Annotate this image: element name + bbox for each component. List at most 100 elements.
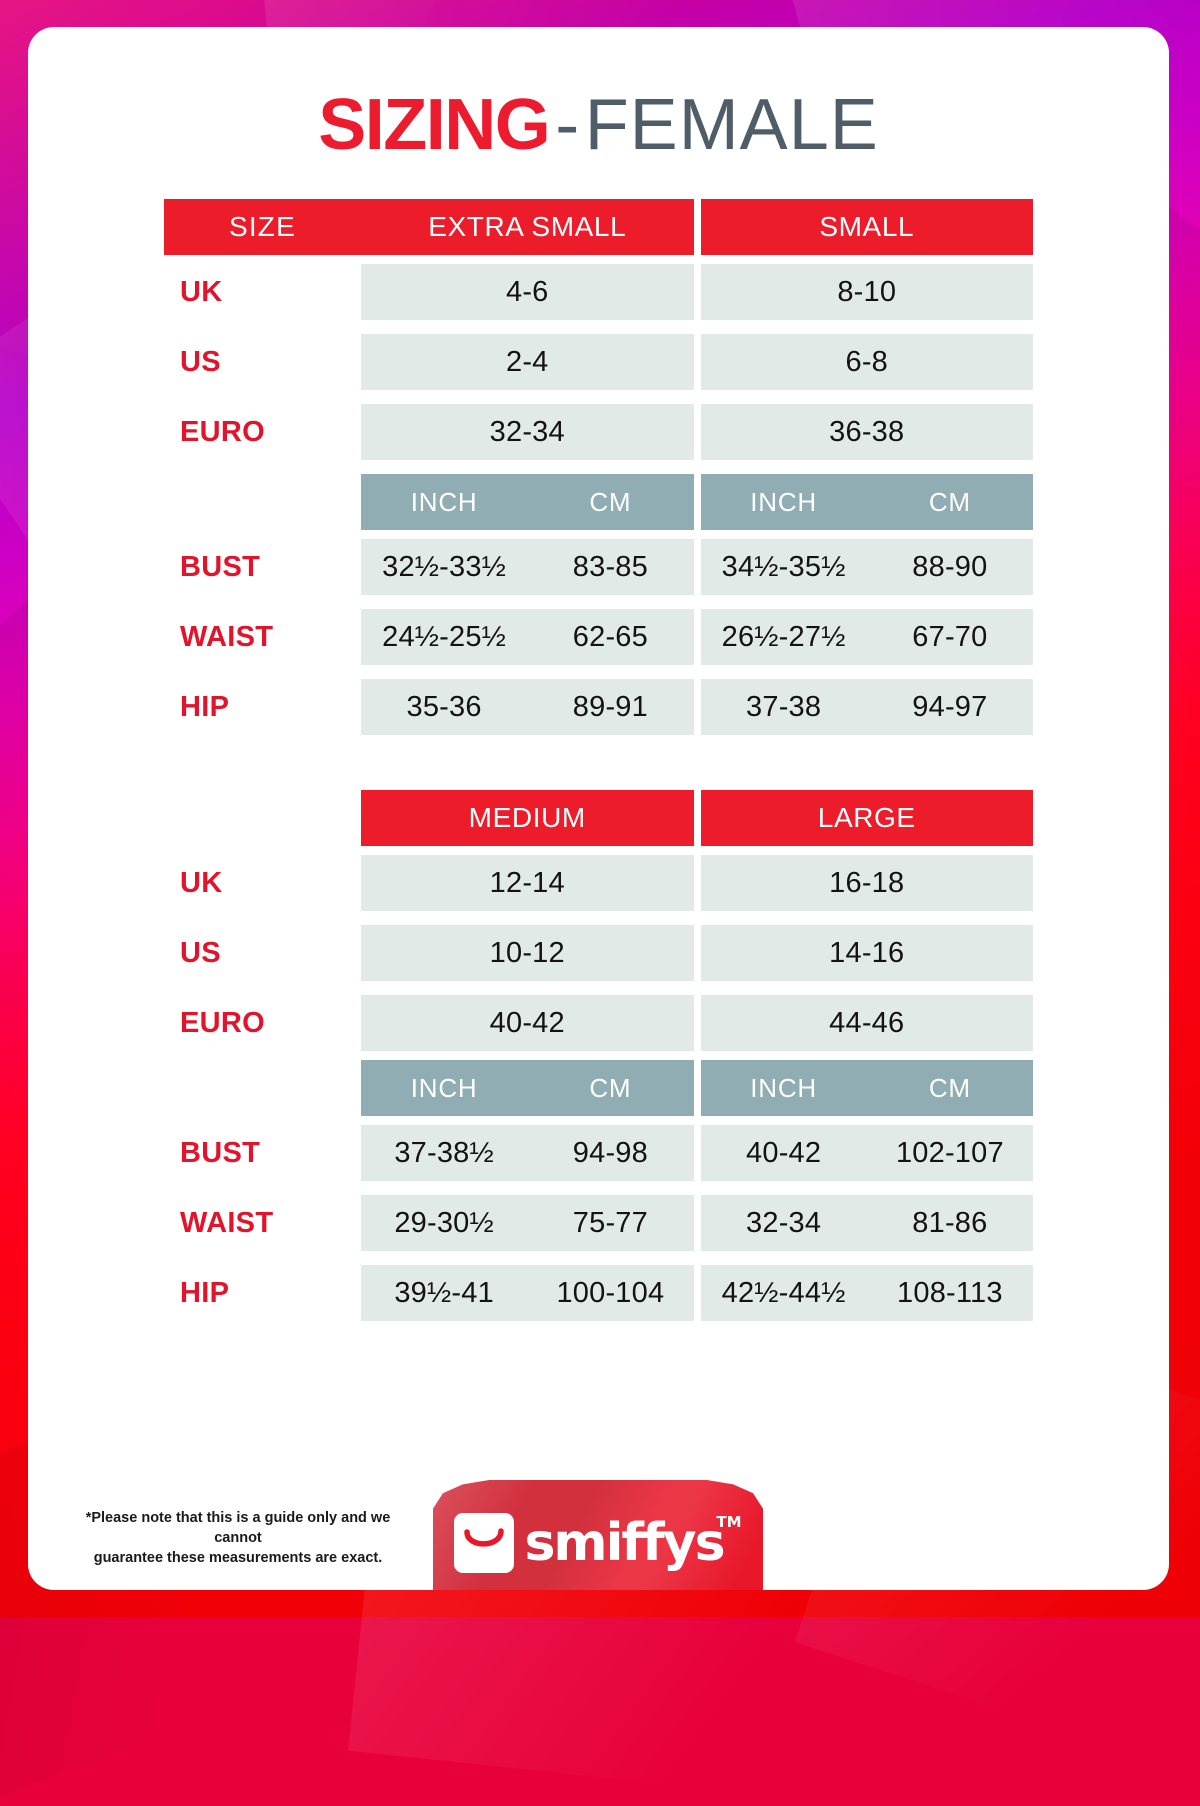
cell-hip-m-inch: 39½-41 xyxy=(361,1265,528,1321)
unit-header-cm-l: CM xyxy=(866,1060,1033,1116)
column-gap xyxy=(694,609,701,665)
cell-waist-xs-cm: 62-65 xyxy=(527,609,694,665)
row-spacer xyxy=(164,1181,1033,1195)
unit-header-cm-xs: CM xyxy=(527,474,694,530)
cell-euro-xs: 32-34 xyxy=(360,404,694,460)
column-gap xyxy=(694,1195,701,1251)
cell-hip-s-cm: 94-97 xyxy=(866,679,1034,735)
size-column-header-s: SMALL xyxy=(700,199,1034,255)
column-gap xyxy=(694,404,701,460)
row-spacer xyxy=(164,846,1033,855)
table-row: UK 12-14 16-18 xyxy=(164,855,1033,911)
cell-bust-m-cm: 94-98 xyxy=(527,1125,694,1181)
column-gap xyxy=(694,264,701,320)
disclaimer-line-1: *Please note that this is a guide only a… xyxy=(85,1510,391,1546)
cell-uk-s: 8-10 xyxy=(700,264,1034,320)
page-title: SIZING-FEMALE xyxy=(28,27,1169,161)
cell-waist-m-cm: 75-77 xyxy=(527,1195,694,1251)
table-row: US 10-12 14-16 xyxy=(164,925,1033,981)
row-spacer xyxy=(164,595,1033,609)
row-label-euro: EURO xyxy=(180,1006,265,1039)
cell-us-l: 14-16 xyxy=(700,925,1033,981)
cell-euro-m: 40-42 xyxy=(361,995,694,1051)
table-row: HIP 35-36 89-91 37-38 94-97 xyxy=(164,679,1034,735)
cell-euro-l: 44-46 xyxy=(700,995,1033,1051)
cell-waist-l-inch: 32-34 xyxy=(700,1195,867,1251)
row-label-bust: BUST xyxy=(180,1136,261,1169)
cell-hip-s-inch: 37-38 xyxy=(700,679,867,735)
row-label-us: US xyxy=(180,936,221,969)
size-header-cell: SIZE xyxy=(163,199,361,255)
cell-us-s: 6-8 xyxy=(700,334,1034,390)
column-gap xyxy=(694,925,701,981)
cell-uk-l: 16-18 xyxy=(700,855,1033,911)
row-spacer xyxy=(164,981,1033,995)
table-row: EURO 40-42 44-46 xyxy=(164,995,1033,1051)
cell-bust-xs-inch: 32½-33½ xyxy=(360,539,528,595)
table-row: EURO 32-34 36-38 xyxy=(164,404,1034,460)
row-spacer xyxy=(164,255,1033,264)
row-spacer xyxy=(164,460,1033,474)
cell-waist-s-inch: 26½-27½ xyxy=(700,609,867,665)
disclaimer-text: *Please note that this is a guide only a… xyxy=(68,1508,408,1568)
row-label-uk: UK xyxy=(180,866,223,899)
column-gap xyxy=(694,1125,701,1181)
column-gap xyxy=(694,334,701,390)
row-spacer xyxy=(164,665,1033,679)
cell-hip-m-cm: 100-104 xyxy=(527,1265,694,1321)
table-row: HIP 39½-41 100-104 42½-44½ 108-113 xyxy=(164,1265,1033,1321)
brand-logo: smiffys TM xyxy=(433,1480,763,1590)
size-column-header-m: MEDIUM xyxy=(361,790,694,846)
column-gap xyxy=(694,539,701,595)
row-spacer xyxy=(164,390,1033,404)
row-spacer xyxy=(164,320,1033,334)
row-label-waist: WAIST xyxy=(179,620,274,653)
sizing-table-xs-s: SIZE EXTRA SMALL SMALL UK 4-6 8-10 US 2-… xyxy=(163,199,1034,735)
unit-header-cm-s: CM xyxy=(866,474,1034,530)
row-spacer xyxy=(164,1116,1033,1125)
cell-hip-l-cm: 108-113 xyxy=(866,1265,1033,1321)
row-spacer xyxy=(164,911,1033,925)
cell-bust-m-inch: 37-38½ xyxy=(361,1125,528,1181)
unit-header-row: INCH CM INCH CM xyxy=(164,474,1034,530)
page-title-secondary: FEMALE xyxy=(584,85,879,165)
table-row: WAIST 24½-25½ 62-65 26½-27½ 67-70 xyxy=(164,609,1034,665)
size-column-header-l: LARGE xyxy=(700,790,1033,846)
unit-header-inch-xs: INCH xyxy=(360,474,528,530)
cell-waist-xs-inch: 24½-25½ xyxy=(360,609,528,665)
disclaimer-line-2: guarantee these measurements are exact. xyxy=(93,1550,383,1566)
empty-cell xyxy=(164,1060,361,1116)
sizing-card: SIZING-FEMALE SIZE EXTRA SMALL SMALL UK … xyxy=(28,27,1169,1590)
unit-header-row: INCH CM INCH CM xyxy=(164,1060,1033,1116)
cell-us-xs: 2-4 xyxy=(360,334,694,390)
cell-uk-xs: 4-6 xyxy=(360,264,694,320)
row-label-euro: EURO xyxy=(179,415,265,448)
row-spacer xyxy=(164,1051,1033,1060)
row-label-bust: BUST xyxy=(179,550,261,583)
row-label-us: US xyxy=(179,345,221,378)
cell-waist-l-cm: 81-86 xyxy=(866,1195,1033,1251)
row-label-uk: UK xyxy=(179,275,223,308)
footer: *Please note that this is a guide only a… xyxy=(28,1462,1169,1590)
cell-hip-xs-inch: 35-36 xyxy=(360,679,528,735)
table-row: WAIST 29-30½ 75-77 32-34 81-86 xyxy=(164,1195,1033,1251)
table-row: BUST 37-38½ 94-98 40-42 102-107 xyxy=(164,1125,1033,1181)
cell-bust-s-cm: 88-90 xyxy=(866,539,1034,595)
table-header-row: SIZE EXTRA SMALL SMALL xyxy=(163,199,1034,255)
sizing-table-m-l: MEDIUM LARGE UK 12-14 16-18 US 10-12 14-… xyxy=(164,790,1033,1321)
unit-header-inch-s: INCH xyxy=(700,474,867,530)
page-title-dash: - xyxy=(555,85,579,165)
row-label-waist: WAIST xyxy=(180,1206,274,1239)
cell-hip-xs-cm: 89-91 xyxy=(527,679,694,735)
cell-hip-l-inch: 42½-44½ xyxy=(700,1265,867,1321)
empty-cell xyxy=(164,790,361,846)
trademark-symbol: TM xyxy=(716,1513,742,1531)
unit-header-inch-m: INCH xyxy=(361,1060,528,1116)
cell-waist-m-inch: 29-30½ xyxy=(361,1195,528,1251)
column-gap xyxy=(694,790,701,846)
column-gap xyxy=(694,474,701,530)
cell-uk-m: 12-14 xyxy=(361,855,694,911)
smile-icon xyxy=(454,1513,515,1573)
empty-cell xyxy=(164,474,361,530)
cell-bust-s-inch: 34½-35½ xyxy=(700,539,867,595)
